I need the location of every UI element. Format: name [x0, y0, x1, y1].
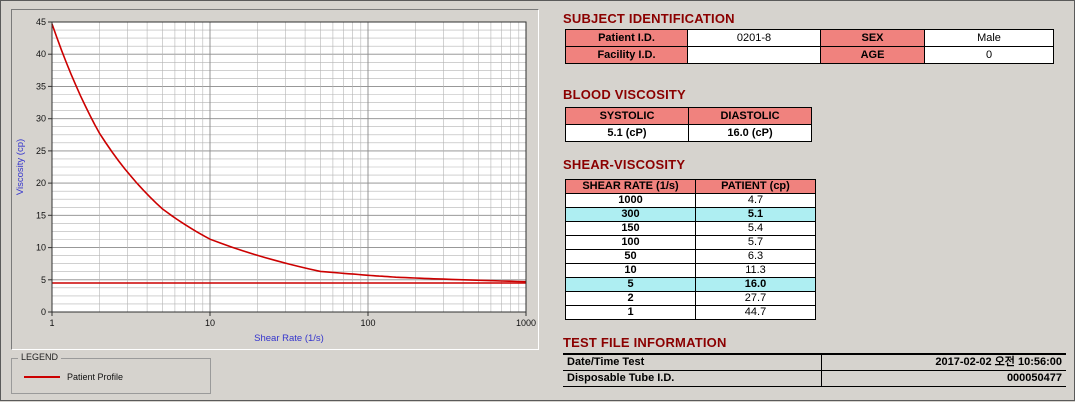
shear-rate-cell: 1 — [565, 305, 696, 320]
svg-text:1000: 1000 — [516, 318, 536, 328]
systolic-value: 5.1 (cP) — [565, 124, 689, 142]
patient-cp-cell: 16.0 — [695, 277, 816, 292]
shear-rate-cell: 1000 — [565, 193, 696, 208]
age-value: 0 — [924, 46, 1054, 64]
series-line-sample — [24, 376, 60, 378]
shear-rate-cell: 5 — [565, 277, 696, 292]
shear-viscosity-row: 5 16.0 — [565, 277, 816, 292]
test-file-information-table: Date/Time Test 2017-02-02 오전 10:56:00 Di… — [563, 353, 1066, 387]
svg-text:5: 5 — [41, 275, 46, 285]
legend-item: Patient Profile — [24, 372, 123, 382]
table-row: Facility I.D. AGE 0 — [565, 46, 1054, 64]
svg-text:10: 10 — [205, 318, 215, 328]
sex-label: SEX — [820, 29, 925, 47]
shear-viscosity-row: 100 5.7 — [565, 235, 816, 250]
shear-viscosity-row: 1 44.7 — [565, 305, 816, 320]
shear-rate-header: SHEAR RATE (1/s) — [565, 179, 696, 194]
shear-viscosity-row: 10 11.3 — [565, 263, 816, 278]
svg-text:0: 0 — [41, 307, 46, 317]
legend-item-label: Patient Profile — [67, 372, 124, 382]
patient-cp-cell: 27.7 — [695, 291, 816, 306]
blood-viscosity-table: SYSTOLIC DIASTOLIC 5.1 (cP) 16.0 (cP) — [565, 107, 812, 142]
sex-value: Male — [924, 29, 1054, 47]
date-time-test-label: Date/Time Test — [563, 354, 822, 371]
legend-title: LEGEND — [18, 352, 62, 362]
shear-viscosity-chart-panel: 0 5 10 15 20 25 30 35 40 45 1 10 100 1000 Shear Rate (… — [11, 9, 539, 350]
shear-viscosity-row: 150 5.4 — [565, 221, 816, 236]
shear-rate-cell: 2 — [565, 291, 696, 306]
svg-text:15: 15 — [36, 210, 46, 220]
patient-cp-cell: 5.1 — [695, 207, 816, 222]
patient-id-value: 0201-8 — [687, 29, 821, 47]
table-row: 5.1 (cP) 16.0 (cP) — [565, 124, 812, 142]
patient-cp-cell: 6.3 — [695, 249, 816, 264]
patient-cp-cell: 5.4 — [695, 221, 816, 236]
shear-viscosity-table: SHEAR RATE (1/s) PATIENT (cp) 1000 4.7 300… — [565, 179, 816, 320]
table-row: Date/Time Test 2017-02-02 오전 10:56:00 — [563, 354, 1066, 371]
table-row: Disposable Tube I.D. 000050477 — [563, 370, 1066, 387]
shear-rate-cell: 150 — [565, 221, 696, 236]
svg-text:1: 1 — [49, 318, 54, 328]
table-row: SYSTOLIC DIASTOLIC — [565, 107, 812, 125]
diastolic-value: 16.0 (cP) — [688, 124, 812, 142]
svg-text:Shear Rate (1/s): Shear Rate (1/s) — [254, 333, 324, 344]
svg-text:25: 25 — [36, 146, 46, 156]
svg-text:100: 100 — [360, 318, 375, 328]
table-row: Patient I.D. 0201-8 SEX Male — [565, 29, 1054, 47]
date-time-test-value: 2017-02-02 오전 10:56:00 — [821, 354, 1066, 371]
subject-identification-title: SUBJECT IDENTIFICATION — [563, 11, 735, 26]
systolic-header: SYSTOLIC — [565, 107, 689, 125]
shear-rate-cell: 10 — [565, 263, 696, 278]
svg-text:20: 20 — [36, 178, 46, 188]
shear-rate-cell: 50 — [565, 249, 696, 264]
blood-viscosity-title: BLOOD VISCOSITY — [563, 87, 686, 102]
svg-text:40: 40 — [36, 49, 46, 59]
test-file-information-title: TEST FILE INFORMATION — [563, 335, 727, 350]
svg-text:35: 35 — [36, 81, 46, 91]
shear-viscosity-row: 300 5.1 — [565, 207, 816, 222]
svg-text:45: 45 — [36, 17, 46, 27]
shear-viscosity-row: 2 27.7 — [565, 291, 816, 306]
svg-text:30: 30 — [36, 114, 46, 124]
disposable-tube-id-value: 000050477 — [821, 370, 1066, 387]
patient-cp-cell: 5.7 — [695, 235, 816, 250]
patient-cp-cell: 11.3 — [695, 263, 816, 278]
subject-identification-table: Patient I.D. 0201-8 SEX Male Facility I.… — [565, 29, 1054, 64]
shear-rate-cell: 300 — [565, 207, 696, 222]
age-label: AGE — [820, 46, 925, 64]
patient-cp-header: PATIENT (cp) — [695, 179, 816, 194]
patient-cp-cell: 4.7 — [695, 193, 816, 208]
table-header-row: SHEAR RATE (1/s) PATIENT (cp) — [565, 179, 816, 194]
svg-text:Viscosity (cp): Viscosity (cp) — [15, 139, 26, 195]
report-details-panel: SUBJECT IDENTIFICATION Patient I.D. 0201… — [563, 1, 1068, 402]
facility-id-value — [687, 46, 821, 64]
svg-text:10: 10 — [36, 243, 46, 253]
patient-cp-cell: 44.7 — [695, 305, 816, 320]
shear-viscosity-title: SHEAR-VISCOSITY — [563, 157, 686, 172]
legend-box: LEGEND Patient Profile — [11, 352, 211, 394]
shear-viscosity-row: 1000 4.7 — [565, 193, 816, 208]
facility-id-label: Facility I.D. — [565, 46, 688, 64]
shear-viscosity-row: 50 6.3 — [565, 249, 816, 264]
shear-rate-cell: 100 — [565, 235, 696, 250]
diastolic-header: DIASTOLIC — [688, 107, 812, 125]
patient-id-label: Patient I.D. — [565, 29, 688, 47]
disposable-tube-id-label: Disposable Tube I.D. — [563, 370, 822, 387]
chart-plot: 0 5 10 15 20 25 30 35 40 45 1 10 100 1000 Shear Rate (… — [15, 17, 536, 344]
